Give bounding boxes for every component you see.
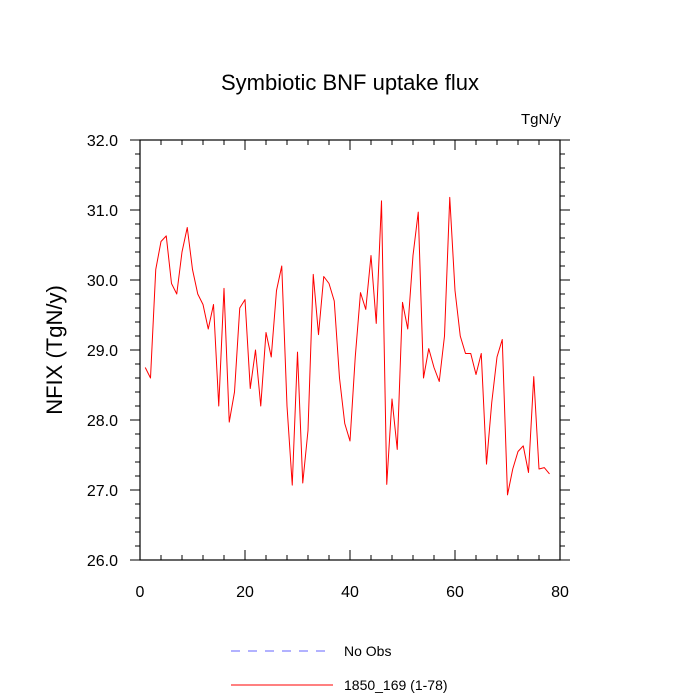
y-tick-label: 26.0 <box>87 553 118 570</box>
y-tick-label: 27.0 <box>87 483 118 500</box>
x-tick-label: 0 <box>136 584 145 601</box>
legend-label: 1850_169 (1-78) <box>344 677 448 693</box>
series-layer <box>144 196 550 496</box>
legend: No Obs 1850_169 (1-78) <box>231 643 448 693</box>
y-tick-label: 32.0 <box>87 133 118 150</box>
y-tick-label: 31.0 <box>87 203 118 220</box>
axis-ticks <box>130 139 570 561</box>
y-tick-label: 30.0 <box>87 273 118 290</box>
x-tick-label: 60 <box>446 584 464 601</box>
chart-title: Symbiotic BNF uptake flux <box>221 70 479 95</box>
y-tick-label: 28.0 <box>87 413 118 430</box>
x-tick-label: 80 <box>551 584 569 601</box>
y-axis-label: NFIX (TgN/y) <box>42 285 67 415</box>
x-tick-label: 20 <box>236 584 254 601</box>
plot-frame <box>139 139 561 561</box>
axis-tick-labels: 0 20 40 60 80 26.0 27.0 28.0 29.0 30.0 31.0 32.0 <box>87 133 569 601</box>
legend-label: No Obs <box>344 643 391 659</box>
x-tick-label: 40 <box>341 584 359 601</box>
units-label: TgN/y <box>521 111 562 128</box>
y-tick-label: 29.0 <box>87 343 118 360</box>
series-line <box>144 196 550 496</box>
